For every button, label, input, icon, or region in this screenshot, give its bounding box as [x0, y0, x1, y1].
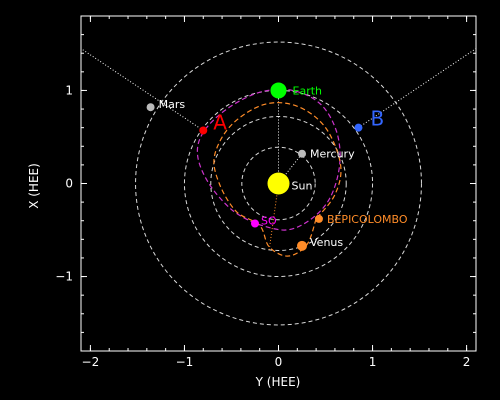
x-tick-label-4: 2: [463, 355, 471, 369]
orbit-circle-3: [135, 41, 422, 326]
body-mars: [146, 103, 155, 112]
body-label-bepicolombo: BEPICOLOMBO: [327, 213, 408, 226]
x-axis-ticks: −2 −1 0 1 2: [82, 16, 471, 369]
body-label-so: SO: [261, 215, 277, 228]
body-label-stereo-a: A: [213, 110, 227, 134]
trajectory-so: [196, 88, 341, 231]
sun-line-0: [268, 183, 279, 251]
body-so: [250, 219, 259, 228]
x-tick-label-2: 0: [275, 355, 283, 369]
body-label-mercury: Mercury: [310, 148, 355, 161]
body-label-sun: Sun: [292, 180, 313, 193]
x-axis-label: Y (HEE): [255, 375, 301, 389]
y-tick-label-0: −1: [55, 270, 73, 284]
body-venus: [297, 240, 308, 251]
body-label-venus: Venus: [310, 236, 343, 249]
trajectories: [196, 88, 342, 257]
body-mercury: [298, 149, 307, 158]
trajectory-bepicolombo: [213, 102, 342, 257]
y-axis-ticks: −1 0 1: [55, 34, 476, 333]
body-bepicolombo: [314, 214, 323, 223]
fov-line-0: [81, 48, 204, 131]
y-tick-label-2: 1: [65, 83, 73, 97]
body-earth: [270, 82, 287, 99]
y-axis-label: X (HEE): [27, 163, 41, 209]
body-label-stereo-b: B: [370, 107, 384, 131]
body-sun: [267, 172, 290, 195]
body-label-mars: Mars: [159, 98, 186, 111]
orbit-circle-2: [183, 89, 374, 278]
x-tick-label-1: −1: [176, 355, 194, 369]
x-tick-label-3: 1: [369, 355, 377, 369]
y-tick-label-1: 0: [65, 177, 73, 191]
body-label-earth: Earth: [293, 84, 323, 97]
bodies: Sun Earth Mercury Venus BEPICOLOMBO SO Mars A B: [146, 82, 408, 251]
x-tick-label-0: −2: [82, 355, 100, 369]
body-stereo-a: [199, 126, 208, 135]
body-stereo-b: [354, 123, 363, 132]
